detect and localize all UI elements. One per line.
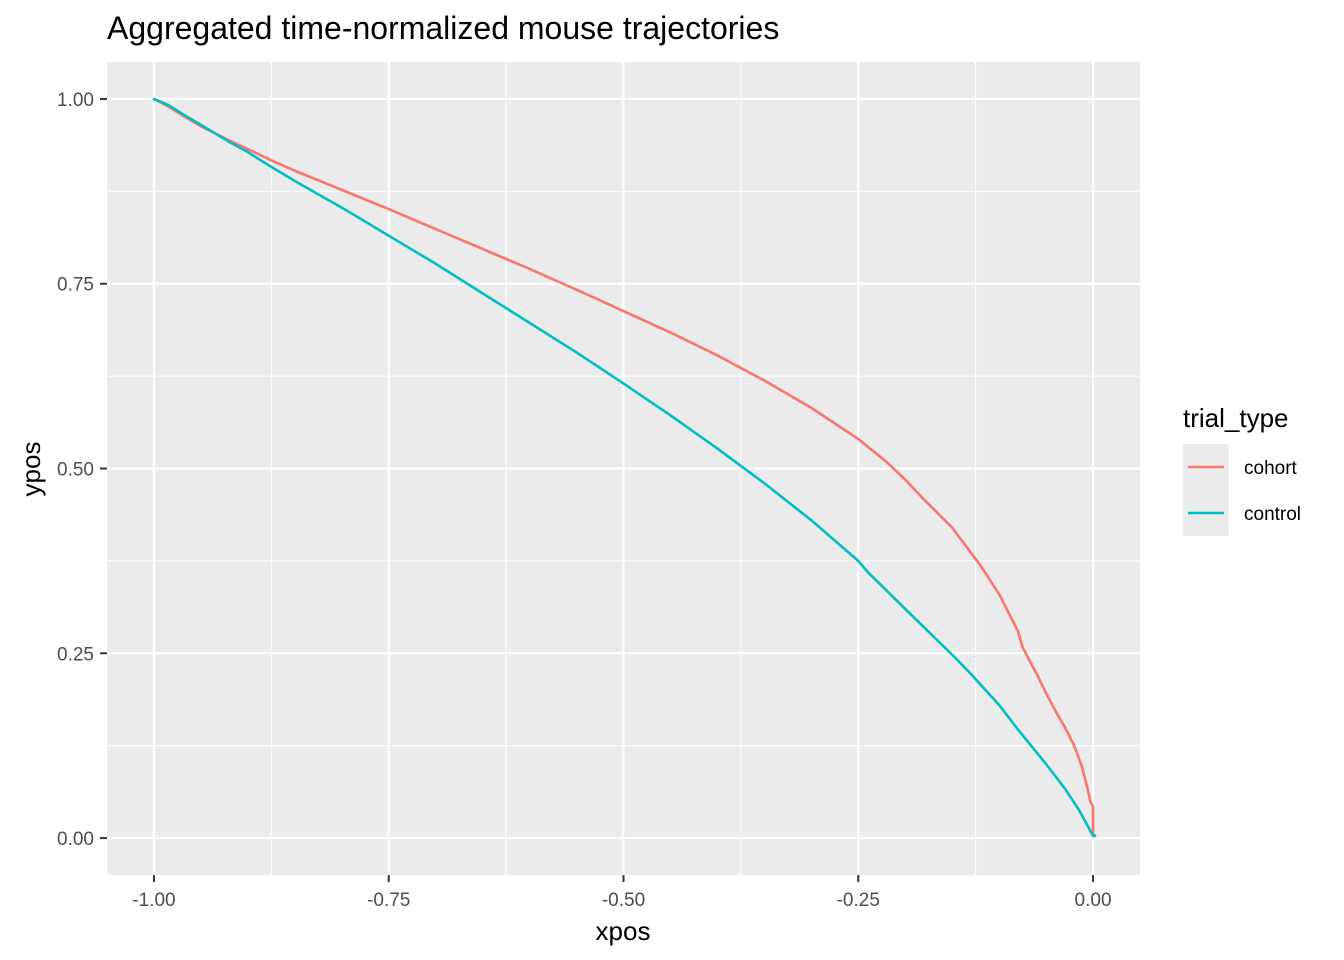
y-tick-label: 0.75	[57, 275, 94, 296]
legend-label-cohort: cohort	[1244, 458, 1298, 479]
legend: trial_type cohort control	[1183, 403, 1301, 536]
series-line-cohort	[152, 97, 1097, 838]
chart-title: Aggregated time-normalized mouse traject…	[107, 10, 779, 46]
y-tick-label: 0.25	[57, 644, 94, 665]
x-tick-label: -0.50	[602, 890, 645, 911]
x-tick-label: 0.00	[1075, 890, 1112, 911]
series-line-control	[152, 97, 1097, 838]
y-tick-label: 0.50	[57, 460, 94, 481]
legend-label-control: control	[1244, 504, 1301, 525]
axes: -1.00 -0.75 -0.50 -0.25 0.00 0.00 0.25 0.50 0.75…	[57, 90, 1112, 911]
legend-title: trial_type	[1183, 403, 1289, 433]
x-tick-label: -0.75	[367, 890, 410, 911]
y-tick-label: 0.00	[57, 829, 94, 850]
x-axis-title: xpos	[596, 916, 651, 946]
x-tick-label: -0.25	[837, 890, 880, 911]
series-lines	[152, 97, 1097, 838]
y-tick-label: 1.00	[57, 90, 94, 111]
grid-lines	[107, 62, 1140, 875]
legend-items: cohort control	[1183, 444, 1301, 536]
x-tick-label: -1.00	[132, 890, 175, 911]
y-axis-title: ypos	[16, 442, 46, 497]
